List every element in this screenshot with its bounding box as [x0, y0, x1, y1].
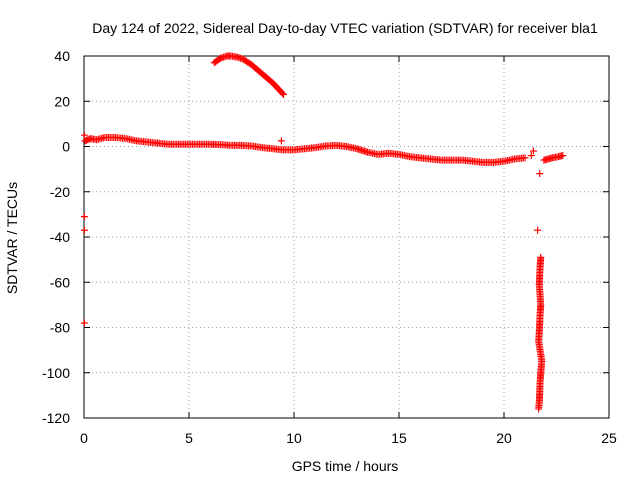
data-point — [535, 405, 543, 413]
data-point — [80, 319, 88, 327]
y-tick-label: -60 — [50, 274, 70, 290]
axis-ticks — [83, 55, 610, 419]
data-point — [521, 154, 529, 162]
y-tick-label: 20 — [54, 93, 70, 109]
data-point — [80, 213, 88, 221]
data-point — [278, 89, 286, 97]
x-tick-label: 10 — [286, 430, 302, 446]
data-point — [559, 152, 567, 160]
y-tick-label: 40 — [54, 48, 70, 64]
y-tick-label: -120 — [42, 410, 70, 426]
data-point — [80, 226, 88, 234]
y-tick-label: 0 — [62, 139, 70, 155]
x-tick-label: 25 — [601, 430, 617, 446]
y-axis-label: SDTVAR / TECUs — [4, 182, 20, 294]
data-point — [529, 147, 537, 155]
data-point — [277, 137, 285, 145]
grid-lines — [84, 56, 609, 418]
series-high-arc — [210, 52, 287, 98]
chart-title: Day 124 of 2022, Sidereal Day-to-day VTE… — [92, 20, 598, 36]
plot-frame — [83, 55, 610, 419]
y-tick-label: -40 — [50, 229, 70, 245]
data-points — [80, 52, 567, 413]
x-axis-label: GPS time / hours — [292, 458, 399, 474]
series-end-segment — [540, 152, 567, 164]
x-tick-label: 0 — [80, 430, 88, 446]
data-point — [280, 90, 287, 98]
data-point — [536, 170, 544, 178]
series-outliers — [80, 131, 544, 327]
data-point — [80, 131, 88, 139]
x-tick-label: 20 — [496, 430, 512, 446]
data-point — [527, 152, 535, 160]
y-tick-label: -80 — [50, 320, 70, 336]
series-main-trace — [81, 133, 529, 166]
x-tick-label: 15 — [391, 430, 407, 446]
y-tick-label: -100 — [42, 365, 70, 381]
x-tick-label: 5 — [185, 430, 193, 446]
tick-labels: 0 5 10 15 20 25 -120 -100 -80 -60 -40 -20 0 20 40 — [42, 48, 617, 446]
y-tick-label: -20 — [50, 184, 70, 200]
series-descent — [535, 253, 546, 413]
data-point — [534, 226, 542, 234]
